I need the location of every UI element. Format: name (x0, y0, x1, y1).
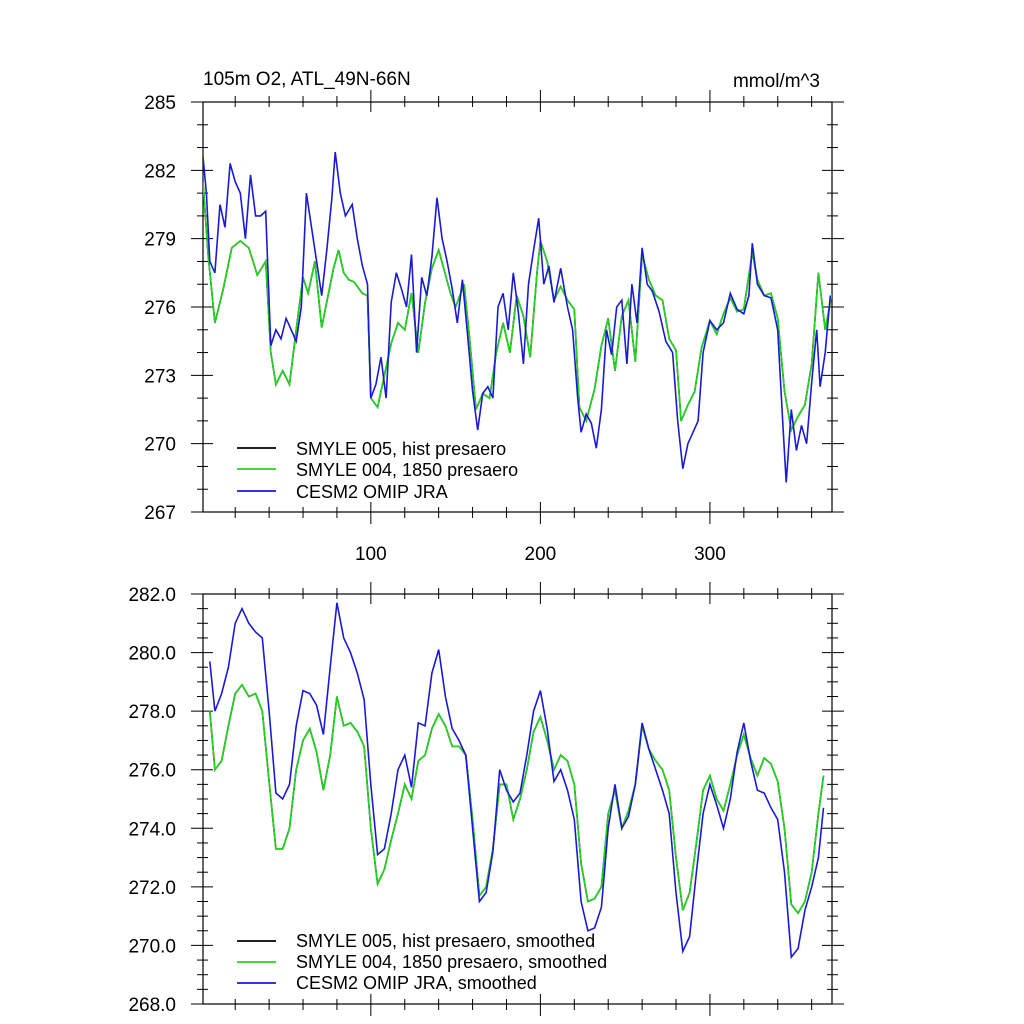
bottom-y-tick-label: 278.0 (128, 702, 176, 723)
top-y-tick-label: 276 (144, 298, 176, 319)
top-legend-label: SMYLE 004, 1850 presaero (296, 460, 518, 480)
bottom-legend-label: SMYLE 004, 1850 presaero, smoothed (296, 952, 607, 972)
top-x-tick-labels: 100 200 300 (355, 544, 726, 565)
top-series-line-smyle004 (203, 181, 832, 433)
bottom-y-tick-label: 268.0 (128, 995, 176, 1016)
bottom-legend: SMYLE 005, hist presaero, smoothed SMYLE… (237, 931, 607, 993)
bottom-y-tick-labels: 268.0 270.0 272.0 274.0 276.0 278.0 280.… (128, 585, 176, 1016)
top-chart-title: 105m O2, ATL_49N-66N (203, 69, 411, 90)
top-y-tick-label: 273 (144, 366, 176, 387)
top-y-tick-label: 267 (144, 503, 176, 524)
bottom-y-tick-label: 282.0 (128, 585, 176, 606)
top-panel: 105m O2, ATL_49N-66N mmol/m^3 267 270 27… (144, 69, 844, 565)
bottom-series-line-smyle005 (209, 683, 825, 915)
bottom-y-tick-label: 280.0 (128, 644, 176, 665)
bottom-y-tick-label: 270.0 (128, 936, 176, 957)
top-legend-label: CESM2 OMIP JRA (296, 482, 448, 502)
top-chart-units: mmol/m^3 (733, 71, 820, 92)
top-y-tick-label: 270 (144, 435, 176, 456)
top-x-tick-label: 300 (694, 544, 726, 565)
bottom-legend-label: SMYLE 005, hist presaero, smoothed (296, 931, 595, 951)
top-series-line-cesm2 (203, 152, 832, 483)
top-axis-ticks (191, 90, 844, 524)
top-x-tick-label: 200 (525, 544, 557, 565)
bottom-y-tick-label: 274.0 (128, 819, 176, 840)
bottom-series-line-cesm2 (209, 602, 825, 960)
top-y-tick-labels: 267 270 273 276 279 282 285 (144, 93, 176, 524)
top-legend: SMYLE 005, hist presaero SMYLE 004, 1850… (237, 439, 518, 502)
bottom-series-line-smyle004 (209, 683, 825, 915)
top-y-tick-label: 279 (144, 230, 176, 251)
bottom-axis-ticks (191, 582, 844, 1016)
top-y-tick-label: 285 (144, 93, 176, 114)
bottom-legend-label: CESM2 OMIP JRA, smoothed (296, 973, 537, 993)
bottom-panel: 268.0 270.0 272.0 274.0 276.0 278.0 280.… (128, 582, 844, 1016)
top-x-tick-label: 100 (355, 544, 387, 565)
bottom-y-tick-label: 276.0 (128, 761, 176, 782)
top-y-tick-label: 282 (144, 161, 176, 182)
bottom-y-tick-label: 272.0 (128, 878, 176, 899)
top-legend-label: SMYLE 005, hist presaero (296, 439, 506, 459)
